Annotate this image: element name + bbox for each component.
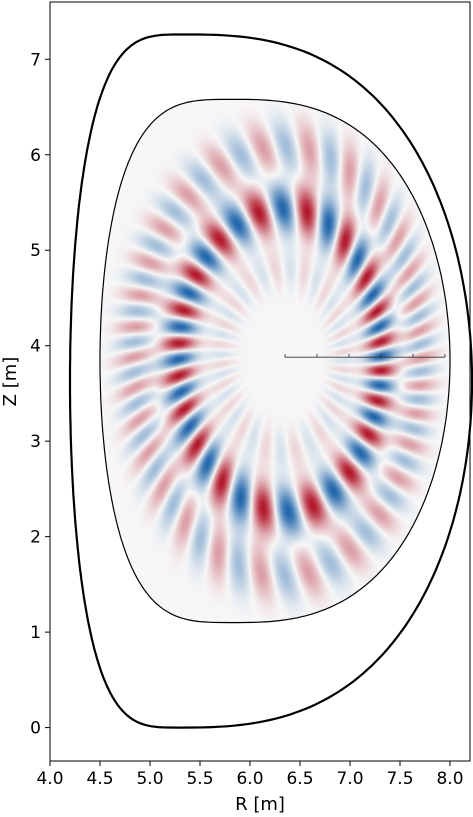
y-tick-label: 2 xyxy=(30,528,41,548)
x-tick-label: 7.0 xyxy=(336,769,363,789)
x-tick-label: 8.0 xyxy=(436,769,463,789)
x-tick-label: 5.5 xyxy=(186,769,213,789)
x-axis-ticks: 4.0 4.5 5.0 5.5 6.0 6.5 7.0 7.5 8.0 xyxy=(36,761,464,789)
y-tick-label: 6 xyxy=(30,146,41,166)
y-tick-label: 7 xyxy=(30,50,41,70)
y-axis-label: Z [m] xyxy=(0,357,21,407)
radial-scale-line xyxy=(284,354,446,358)
plasma-boundary-line xyxy=(99,98,451,624)
mode-heatmap xyxy=(98,97,452,625)
y-tick-label: 1 xyxy=(30,623,41,643)
x-tick-label: 4.5 xyxy=(86,769,113,789)
y-tick-label: 5 xyxy=(30,241,41,261)
y-tick-label: 0 xyxy=(30,719,41,739)
x-tick-label: 6.5 xyxy=(286,769,313,789)
x-tick-label: 7.5 xyxy=(386,769,413,789)
y-tick-label: 3 xyxy=(30,432,41,452)
boundary-lines xyxy=(68,33,473,729)
x-axis-label: R [m] xyxy=(235,794,285,815)
plot-frame xyxy=(49,1,471,762)
x-tick-label: 4.0 xyxy=(36,769,63,789)
mode-heatmap-image xyxy=(98,97,452,625)
wall-boundary-line xyxy=(68,33,473,729)
y-tick-label: 4 xyxy=(30,337,41,357)
x-tick-label: 5.0 xyxy=(136,769,163,789)
x-tick-label: 6.0 xyxy=(236,769,263,789)
y-axis-ticks: 0 1 2 3 4 5 6 7 xyxy=(30,50,50,739)
